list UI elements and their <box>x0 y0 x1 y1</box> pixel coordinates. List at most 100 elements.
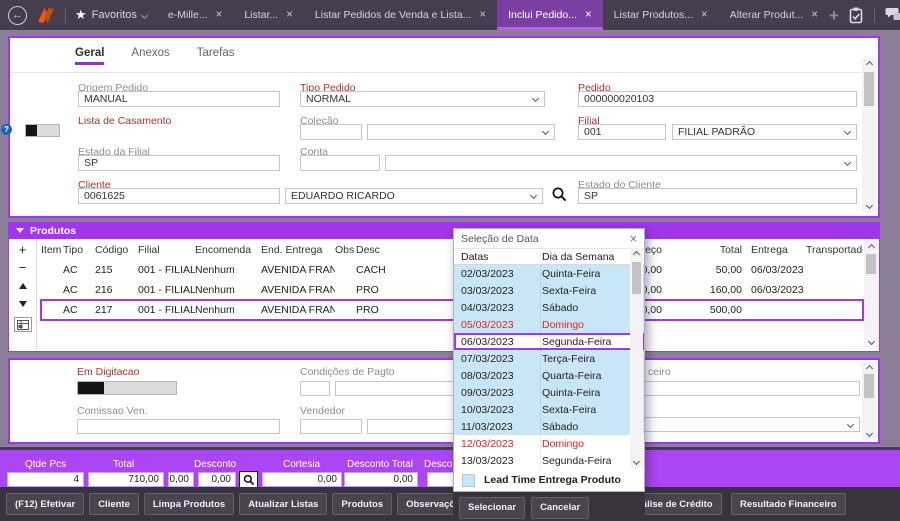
tab-listar-pedidos[interactable]: Listar Pedidos de Venda e Lista... × <box>304 0 497 30</box>
close-icon[interactable]: × <box>701 9 708 21</box>
clipboard-icon[interactable] <box>848 6 864 25</box>
qtde-pcs-field[interactable]: 4 <box>7 472 84 487</box>
origem-pedido-field[interactable]: MANUAL <box>78 91 280 107</box>
tab-e-mille[interactable]: e-Mille... × <box>157 0 233 30</box>
lista-casamento-toggle[interactable] <box>25 124 60 137</box>
favorites-menu[interactable]: ★ Favoritos <box>75 7 148 23</box>
scroll-up-icon[interactable] <box>864 242 878 253</box>
dialog-title: Seleção de Data <box>461 232 539 245</box>
condicoes-code-field[interactable] <box>300 381 330 396</box>
tab-tarefas[interactable]: Tarefas <box>196 47 235 59</box>
scrollbar-thumb[interactable] <box>864 72 874 106</box>
close-icon[interactable]: × <box>811 9 819 21</box>
toggle-knob <box>26 125 37 136</box>
tab-geral[interactable]: Geral <box>75 47 105 65</box>
help-icon[interactable]: ? <box>1 124 12 135</box>
tab-anexos[interactable]: Anexos <box>131 47 170 59</box>
tab-inclui-pedido-active[interactable]: Inclui Pedido... × <box>497 0 603 30</box>
tab-listar[interactable]: Listar... × <box>233 0 304 30</box>
atualizar-listas-button[interactable]: Atualizar Listas <box>239 493 328 515</box>
date-row-sunday[interactable]: 12/03/2023 Domingo <box>461 437 585 450</box>
date-row-selected[interactable]: 06/03/2023 Segunda-Feira <box>454 333 644 350</box>
window-tabs: e-Mille... × Listar... × Listar Pedidos de… <box>157 0 829 30</box>
dialog-scrollbar[interactable] <box>630 248 643 468</box>
close-icon[interactable]: × <box>479 9 487 21</box>
scrollbar-thumb[interactable] <box>632 262 641 294</box>
estado-filial-field[interactable]: SP <box>78 155 280 171</box>
scrollbar-thumb[interactable] <box>866 254 876 274</box>
search-icon[interactable] <box>551 186 568 203</box>
efetivar-button[interactable]: (F12) Efetivar <box>6 493 85 515</box>
pedido-field[interactable]: 000000020103 <box>578 91 857 107</box>
products-scrollbar[interactable] <box>864 241 878 348</box>
close-icon[interactable]: × <box>215 9 223 21</box>
scroll-up-icon[interactable] <box>862 363 876 374</box>
move-up-button[interactable] <box>14 278 32 293</box>
date-row[interactable]: 10/03/2023 Sexta-Feira <box>454 401 644 418</box>
tab-alterar-produto[interactable]: Alterar Produt... × <box>719 0 829 30</box>
back-button[interactable]: ← <box>8 5 27 25</box>
cliente-button[interactable]: Cliente <box>89 493 139 515</box>
selecionar-button[interactable]: Selecionar <box>459 496 526 519</box>
app-logo-icon[interactable] <box>36 6 56 25</box>
date-row-sunday[interactable]: 05/03/2023 Domingo <box>454 316 644 333</box>
date-row[interactable]: 13/03/2023 Segunda-Feira <box>461 454 612 467</box>
limpa-produtos-button[interactable]: Limpa Produtos <box>143 493 235 515</box>
remove-row-button[interactable]: − <box>18 260 27 275</box>
filial-code-field[interactable]: 001 <box>578 124 666 140</box>
colecao-select[interactable] <box>367 124 555 140</box>
move-down-button[interactable] <box>14 296 32 311</box>
scroll-down-icon[interactable] <box>862 428 876 439</box>
resultado-financeiro-button[interactable]: Resultado Financeiro <box>731 493 846 515</box>
total-field[interactable]: 710,00 <box>88 472 164 487</box>
date-row[interactable]: 03/03/2023 Sexta-Feira <box>454 282 644 299</box>
close-icon[interactable]: × <box>286 9 293 21</box>
colecao-code-field[interactable] <box>300 124 362 140</box>
tipo-pedido-select[interactable]: NORMAL <box>300 91 545 107</box>
add-row-button[interactable]: + <box>18 242 27 257</box>
scroll-down-icon[interactable] <box>862 200 876 211</box>
desconto-search-button[interactable] <box>239 471 258 488</box>
scrollbar-thumb[interactable] <box>864 374 874 398</box>
conta-code-field[interactable] <box>300 155 380 171</box>
desconto-total-field[interactable]: 0,00 <box>344 472 418 487</box>
date-row[interactable]: 11/03/2023 Sábado <box>454 418 644 435</box>
payment-scrollbar[interactable] <box>862 362 876 440</box>
date-row[interactable]: 08/03/2023 Quarta-Feira <box>454 367 644 384</box>
conta-select[interactable] <box>385 155 857 171</box>
cortesia-field[interactable]: 0,00 <box>262 472 342 487</box>
date-row[interactable]: 09/03/2023 Quinta-Feira <box>454 384 644 401</box>
close-icon[interactable]: × <box>584 9 592 21</box>
close-icon[interactable]: × <box>629 231 637 246</box>
weekday-column-header: Dia da Semana <box>542 250 615 263</box>
cliente-code-field[interactable]: 0061625 <box>78 188 280 204</box>
tab-listar-produtos[interactable]: Listar Produtos... × <box>603 0 719 30</box>
grid-edit-button[interactable] <box>13 317 32 332</box>
produtos-button[interactable]: Produtos <box>332 493 393 515</box>
estado-cliente-field[interactable]: SP <box>578 188 857 204</box>
date-row[interactable]: 04/03/2023 Sábado <box>454 299 644 316</box>
desconto-field[interactable]: 0,00 <box>198 472 236 487</box>
add-tab-icon[interactable]: + <box>829 5 839 25</box>
cliente-name-select[interactable]: EDUARDO RICARDO <box>285 188 543 204</box>
em-digitacao-toggle[interactable] <box>77 381 177 395</box>
comissao-field[interactable] <box>77 419 280 434</box>
tab-label: e-Mille... <box>167 9 208 21</box>
scroll-up-icon[interactable] <box>862 59 876 70</box>
chat-icon[interactable] <box>885 7 900 23</box>
scroll-up-icon[interactable] <box>630 249 643 260</box>
extra-field[interactable]: 0,00 <box>168 472 194 487</box>
scroll-down-icon[interactable] <box>864 336 878 347</box>
products-section-header[interactable]: Produtos <box>8 222 880 239</box>
date-row[interactable]: 02/03/2023 Quinta-Feira <box>454 265 644 282</box>
date-row[interactable]: 07/03/2023 Terça-Feira <box>454 350 644 367</box>
analise-credito-button[interactable]: nálise de Crédito <box>627 493 722 515</box>
filial-select[interactable]: FILIAL PADRÃO <box>672 124 857 140</box>
vendedor-code-field[interactable] <box>300 419 362 434</box>
scroll-down-icon[interactable] <box>630 456 643 467</box>
cancelar-button[interactable]: Cancelar <box>531 496 590 519</box>
form-scrollbar[interactable] <box>862 58 876 212</box>
